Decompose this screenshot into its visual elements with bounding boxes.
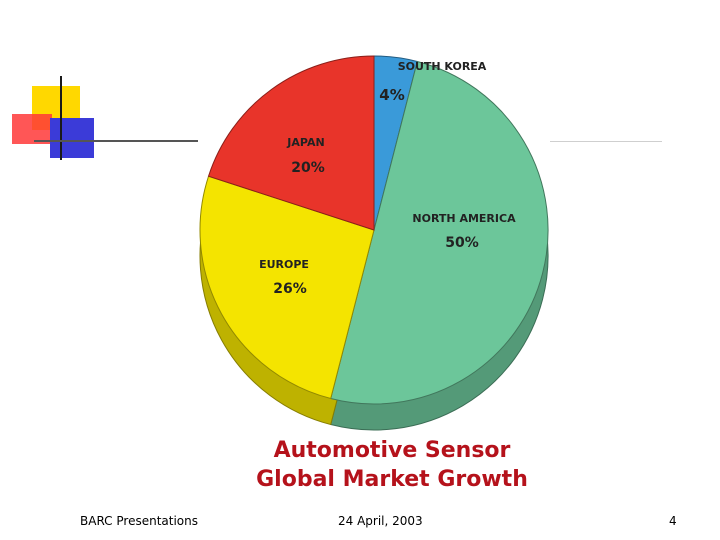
footer-date: 24 April, 2003 xyxy=(338,514,423,528)
footer-presenter: BARC Presentations xyxy=(80,514,198,528)
slice-value-south-korea: 4% xyxy=(379,86,404,104)
chart-caption-line1: Automotive Sensor xyxy=(273,438,511,463)
slice-value-japan: 20% xyxy=(291,160,325,176)
slice-name-japan: JAPAN xyxy=(286,136,324,149)
pie-slices xyxy=(199,55,549,405)
chart-caption-line2: Global Market Growth xyxy=(256,467,528,492)
pie-slice-japan xyxy=(207,55,375,231)
pie-labels: SOUTH KOREA 4% NORTH AMERICA 50% EUROPE 26% JA… xyxy=(259,60,516,297)
decor-blue-square xyxy=(50,118,94,158)
slice-name-north-america: NORTH AMERICA xyxy=(412,212,516,225)
decor-vertical-line xyxy=(60,76,62,160)
footer-page-number: 4 xyxy=(669,514,677,528)
slice-value-europe: 26% xyxy=(273,281,307,297)
slice-value-north-america: 50% xyxy=(445,235,479,251)
slice-name-south-korea: SOUTH KOREA xyxy=(398,60,487,73)
pie-slice-north-america xyxy=(330,60,549,405)
slice-name-europe: EUROPE xyxy=(259,258,309,271)
decor-horizontal-line xyxy=(34,140,198,142)
decor-horizontal-line-right xyxy=(550,141,662,142)
pie-slice-europe xyxy=(199,175,375,400)
decor-red-square xyxy=(12,114,52,144)
